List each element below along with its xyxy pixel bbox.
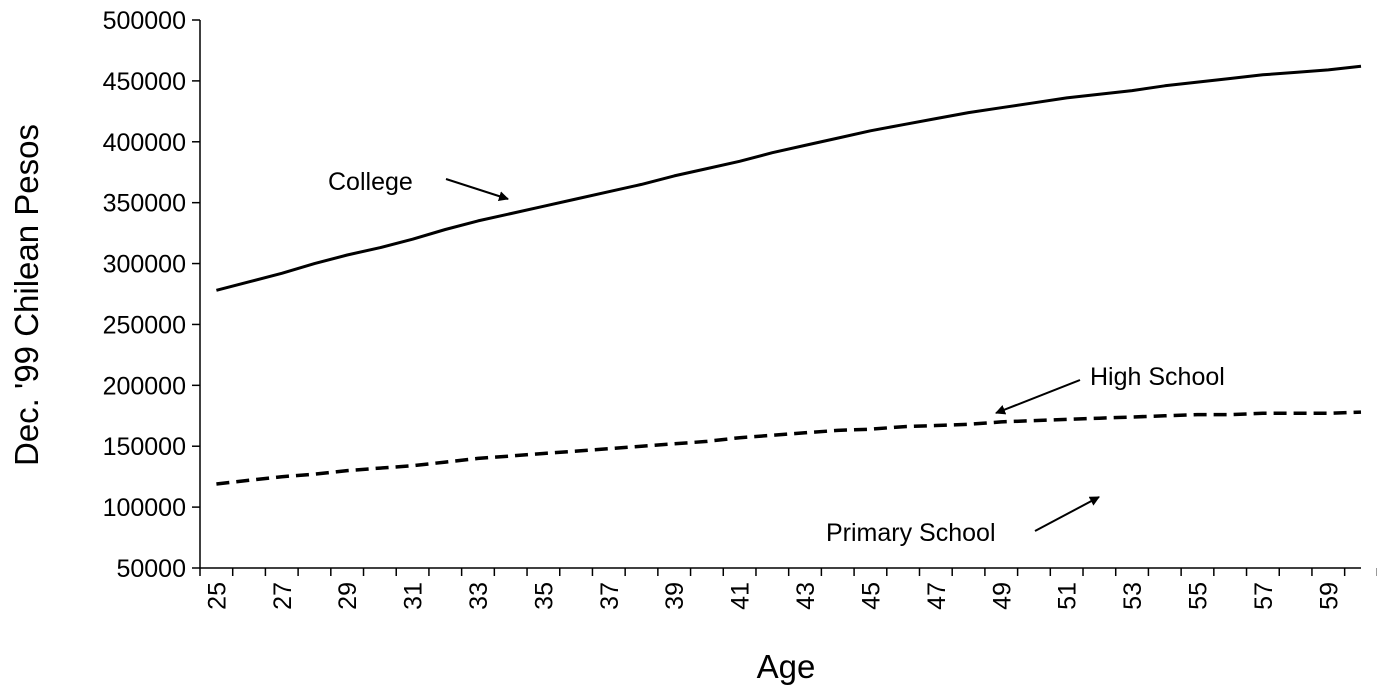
y-tick-label: 250000: [103, 311, 186, 339]
y-axis: 50000 100000 150000 200000 250000 300000 35000…: [103, 7, 201, 583]
annotation-college: College: [328, 168, 509, 201]
x-tick-label: 43: [792, 582, 820, 610]
x-tick-label: 39: [661, 582, 689, 610]
x-tick-label: 25: [203, 582, 231, 610]
x-tick-label: 33: [465, 582, 493, 610]
series-layer: [216, 64, 1362, 486]
x-tick-label: 47: [923, 582, 951, 610]
y-tick-label: 400000: [103, 129, 186, 157]
x-axis: 25 27 29 31 33 35 37 39 41 43 45 47 49 51 53 55 57 59: [199, 567, 1377, 610]
annotation-college-arrow: [445, 178, 509, 201]
x-tick-label: 31: [400, 582, 428, 610]
annotation-primary-school: Primary School: [826, 496, 1100, 547]
annotation-high-school-label: High School: [1090, 363, 1225, 391]
series-line-college: [216, 64, 1362, 292]
series-line-high-school: [216, 410, 1362, 486]
y-tick-label: 100000: [103, 494, 186, 522]
x-tick-label: 37: [596, 582, 624, 610]
x-axis-title: Age: [757, 648, 816, 685]
x-tick-label: 45: [857, 582, 885, 610]
y-tick-label: 50000: [116, 555, 186, 583]
x-tick-label: 53: [1119, 582, 1147, 610]
x-tick-label: 57: [1250, 582, 1278, 610]
x-tick-label: 59: [1315, 582, 1343, 610]
y-tick-label: 450000: [103, 68, 186, 96]
x-tick-label: 55: [1184, 582, 1212, 610]
annotation-college-label: College: [328, 168, 413, 196]
x-tick-label: 27: [269, 582, 297, 610]
y-axis-title: Dec. '99 Chilean Pesos: [8, 124, 45, 466]
y-tick-label: 300000: [103, 251, 186, 279]
annotation-high-school-arrow: [995, 379, 1081, 415]
y-tick-label: 350000: [103, 190, 186, 218]
x-tick-label: 29: [334, 582, 362, 610]
x-tick-label: 51: [1054, 582, 1082, 610]
y-tick-label: 150000: [103, 433, 186, 461]
y-tick-label: 500000: [103, 7, 186, 35]
x-tick-label: 49: [988, 582, 1016, 610]
annotation-primary-school-arrow: [1034, 496, 1100, 532]
annotation-primary-school-label: Primary School: [826, 519, 996, 547]
x-tick-label: 41: [727, 582, 755, 610]
x-tick-label: 35: [530, 582, 558, 610]
y-tick-label: 200000: [103, 372, 186, 400]
annotation-high-school: High School: [995, 363, 1225, 415]
